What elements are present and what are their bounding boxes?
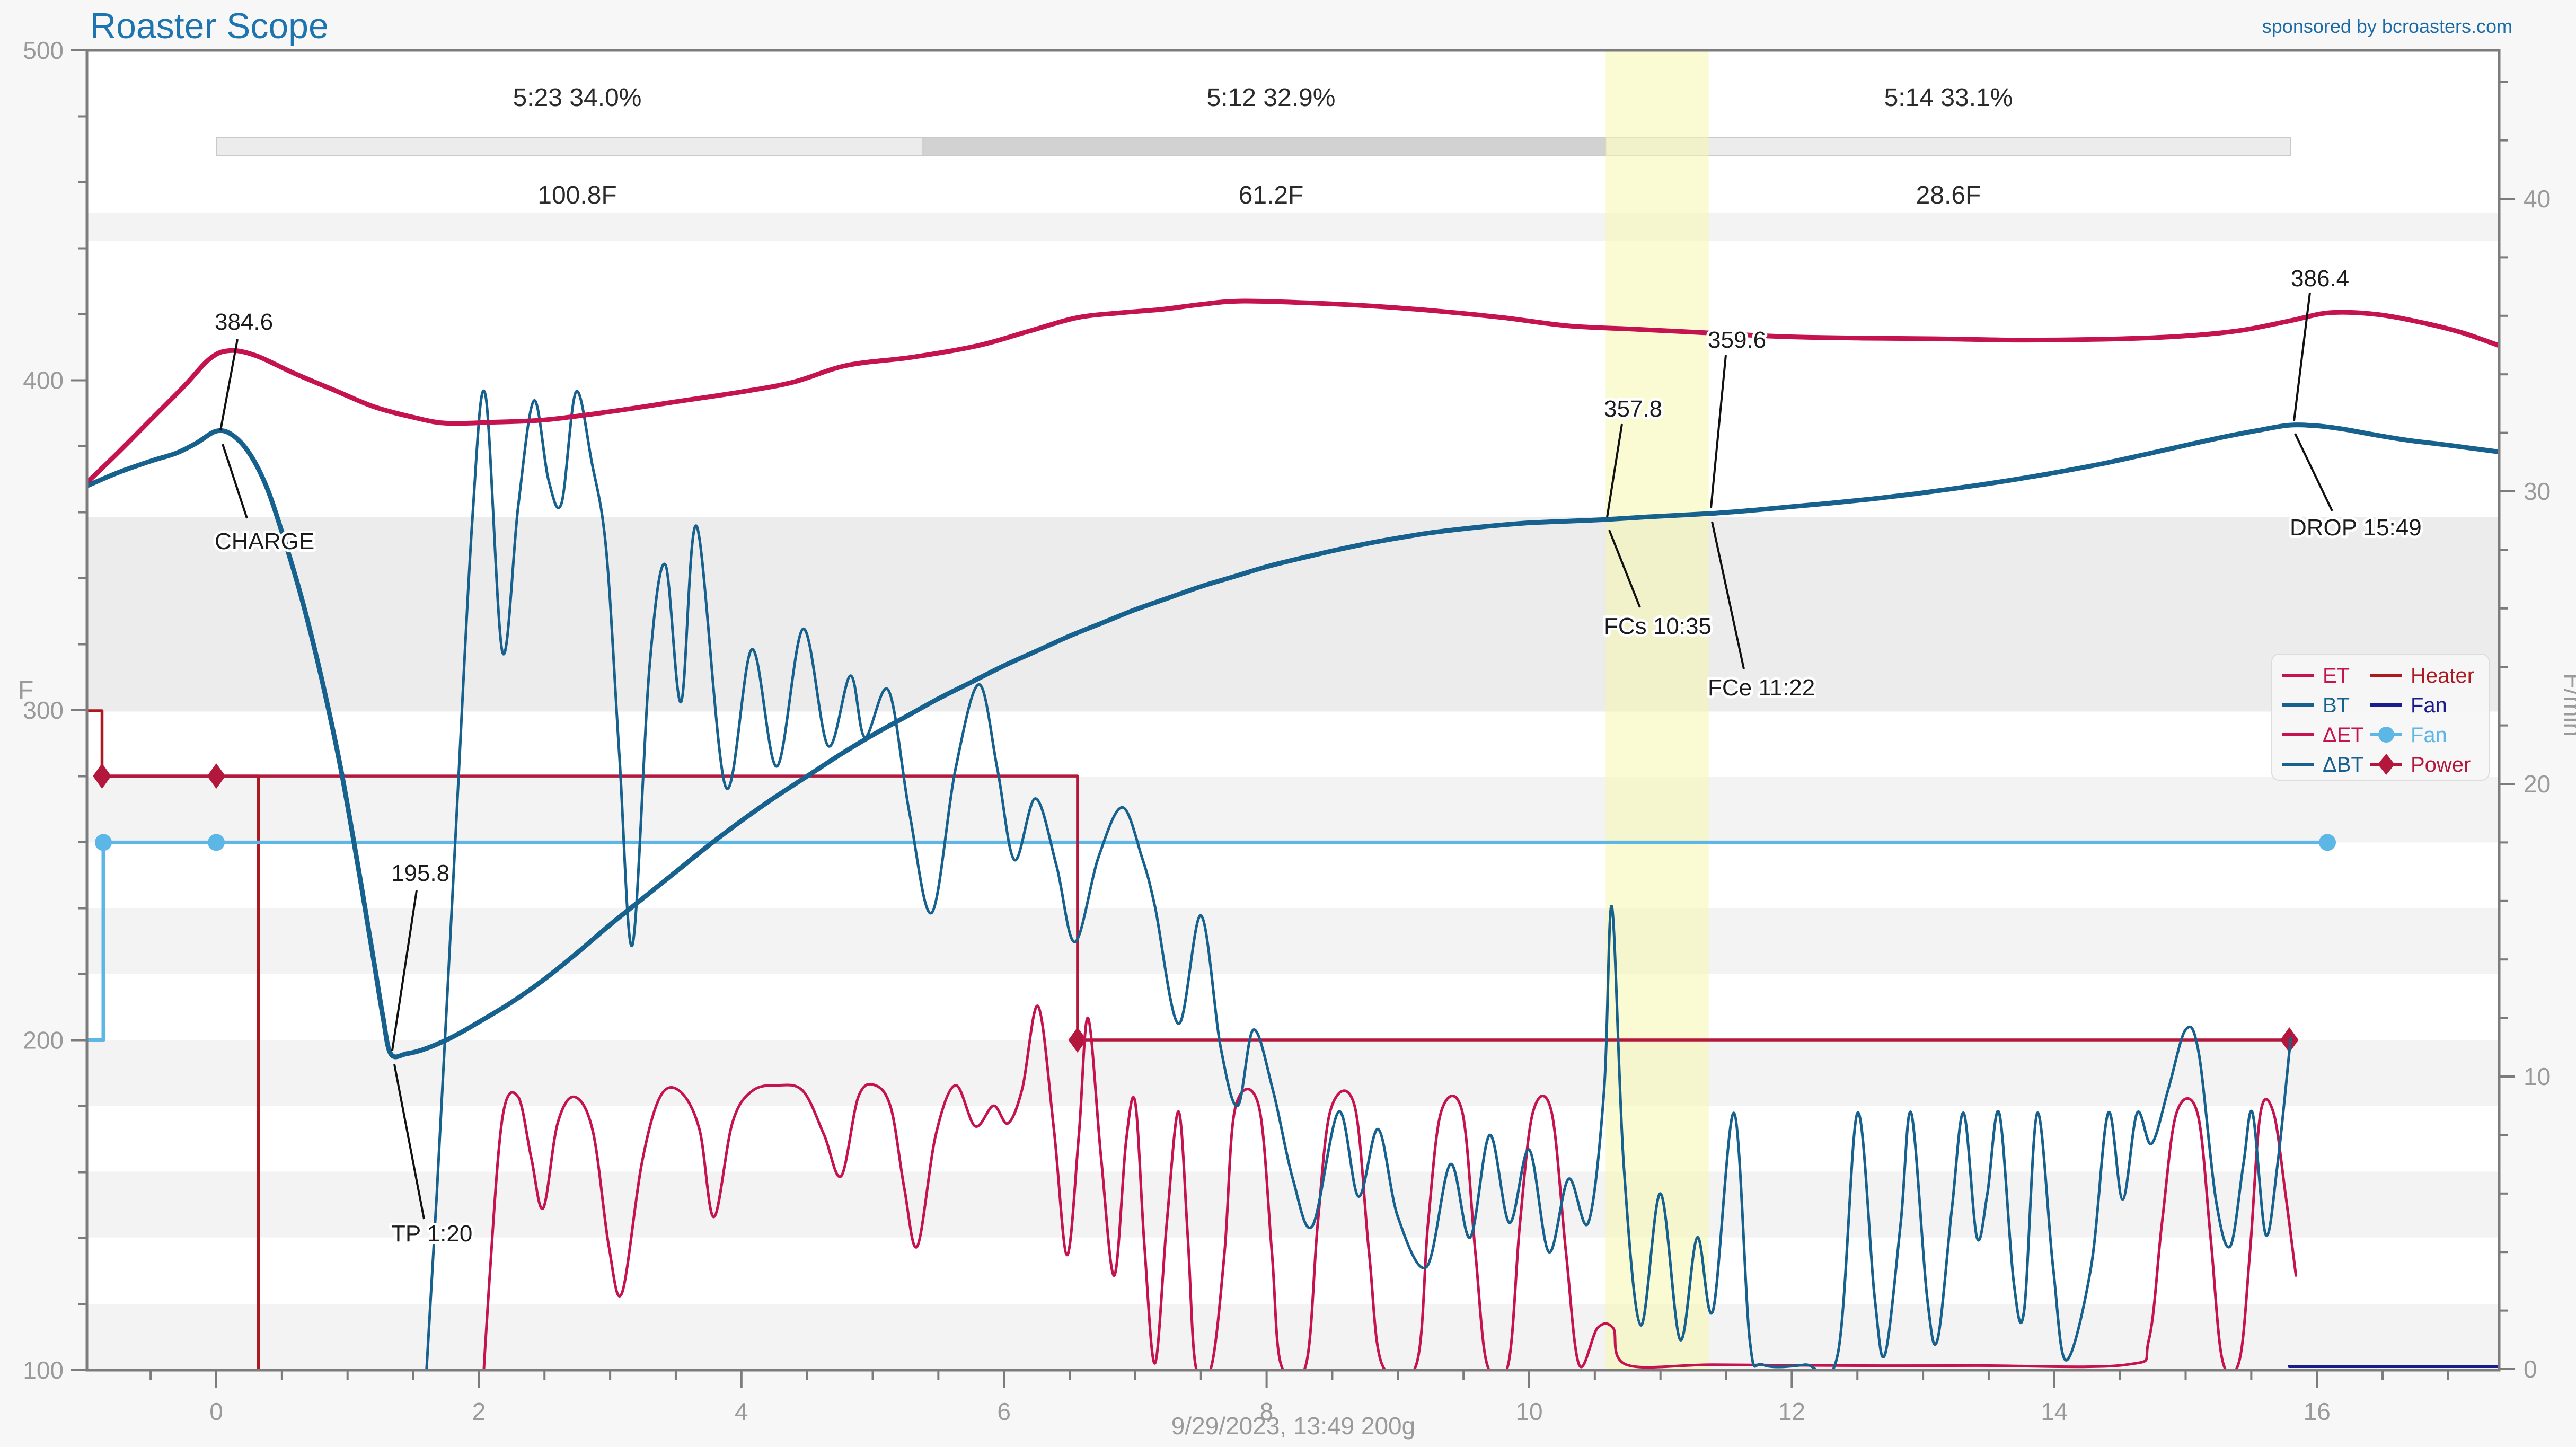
phase3-time-percent: 5:14 33.1% [1884,84,2013,112]
x-axis-tick-label: 8 [1260,1398,1274,1425]
legend-label: Power [2411,753,2471,777]
left-axis-tick-label: 300 [23,696,64,724]
right-axis-tick-label: 30 [2524,478,2551,505]
legend-label: Fan [2411,694,2447,717]
legend-item-heater-1[interactable]: Heater [2370,664,2474,687]
legend-item-delta-bt[interactable]: ΔBT [2282,753,2364,777]
phase-bar-segment-1 [216,137,924,156]
power-curve [100,774,2291,1042]
background-stripes [87,213,2499,1369]
phase2-time-percent: 5:12 32.9% [1207,84,1336,112]
x-axis-tick-label: 14 [2041,1398,2068,1425]
fce-value-label: 359.6 [1708,327,1766,353]
legend-label: ΔET [2323,724,2364,747]
tp-value-leader [391,890,418,1051]
fcs-value-leader [1606,423,1623,518]
right-axis-tick-label: 40 [2524,185,2551,213]
phase-bar-segment-2 [922,137,1607,156]
x-axis-tick-label: 0 [209,1398,223,1425]
legend-label: Fan [2411,724,2447,747]
background-stripe [87,908,2499,974]
right-axis-tick-label: 20 [2524,770,2551,798]
charge-value-leader [219,339,239,431]
background-stripe [87,1304,2499,1369]
fan-curve [87,840,2330,1042]
phase3-temp-delta: 28.6F [1916,181,1981,209]
page-title: Roaster Scope [90,6,329,46]
tp-leader [393,1064,425,1220]
fan-circle-marker-icon [2378,727,2394,743]
tp-value-label: 195.8 [391,860,449,886]
legend: ET BT ΔET ΔBT Heater Fan Fan Power [2271,654,2490,781]
first-crack-highlight-band [1605,50,1709,1370]
roast-date-weight: 9/29/2023, 13:49 200g [1171,1412,1415,1440]
x-axis-tick-label: 12 [1778,1398,1805,1425]
phase-progress-bar [216,137,2291,156]
axis-ticks [71,49,2515,1388]
fce-label: FCe 11:22 [1708,675,1815,701]
fce-value-leader [1710,355,1727,508]
x-axis-tick-label: 16 [2304,1398,2331,1425]
phase1-time-percent: 5:23 34.0% [513,84,642,112]
left-axis-title: F [18,676,33,704]
charge-leader [222,444,248,519]
et-curve [87,298,2499,485]
legend-item-delta-et[interactable]: ΔET [2282,724,2364,747]
power-marker [207,763,226,789]
tp-label: TP 1:20 [391,1221,472,1247]
sponsor-link[interactable]: sponsored by bcroasters.com [2262,15,2512,37]
left-axis-tick-label: 100 [23,1356,64,1384]
left-axis-tick-label: 500 [23,37,64,64]
legend-label: BT [2323,694,2350,717]
delta-bt-curve [425,389,2292,1370]
phase2-temp-delta: 61.2F [1239,181,1304,209]
drop-value-label: 386.4 [2291,266,2349,292]
legend-item-fan-3[interactable]: Fan [2370,724,2447,747]
drop-value-leader [2293,292,2311,421]
x-axis-tick-label: 6 [997,1398,1011,1425]
drop-label: DROP 15:49 [2290,515,2422,541]
charge-label: CHARGE [215,528,314,554]
background-stripe [87,517,2499,712]
legend-item-et[interactable]: ET [2282,664,2350,687]
fan-marker [94,834,112,851]
background-stripe [87,777,2499,843]
drop-leader [2294,433,2333,511]
legend-box [2271,654,2490,781]
fcs-value-label: 357.8 [1604,396,1662,422]
phase1-temp-delta: 100.8F [537,181,616,209]
legend-item-bt[interactable]: BT [2282,694,2350,717]
fcs-label: FCs 10:35 [1604,613,1712,639]
background-stripe [87,213,2499,241]
x-axis-tick-label: 10 [1515,1398,1542,1425]
fcs-leader [1608,530,1641,608]
legend-label: ΔBT [2323,753,2364,777]
charge-value-label: 384.6 [215,309,273,335]
legend-label: ET [2323,664,2350,687]
legend-item-power-4[interactable]: Power [2370,753,2471,777]
right-axis-title: F/min [2559,673,2576,737]
power-marker [1068,1027,1087,1053]
background-stripe [87,1040,2499,1106]
event-annotations: 384.6 CHARGE 195.8 TP 1:20 357.8 FCs 10:35 359… [212,263,2424,1249]
phase-labels: 5:23 34.0% 5:12 32.9% 5:14 33.1% 100.8F … [513,84,2013,209]
power-marker [93,763,111,789]
fan-marker [2319,834,2336,851]
x-axis-tick-label: 4 [735,1398,748,1425]
left-axis-tick-label: 400 [23,367,64,394]
legend-label: Heater [2411,664,2474,687]
fan-marker [208,834,225,851]
left-axis-tick-label: 200 [23,1027,64,1054]
legend-item-fan-2[interactable]: Fan [2370,694,2447,717]
power-diamond-marker-icon [2378,754,2395,775]
right-axis-tick-label: 10 [2524,1063,2551,1090]
fce-leader [1711,521,1745,669]
right-axis-tick-label: 0 [2524,1355,2537,1383]
bt-curve [87,422,2499,1060]
curves [87,298,2499,1370]
x-axis-tick-label: 2 [472,1398,486,1425]
